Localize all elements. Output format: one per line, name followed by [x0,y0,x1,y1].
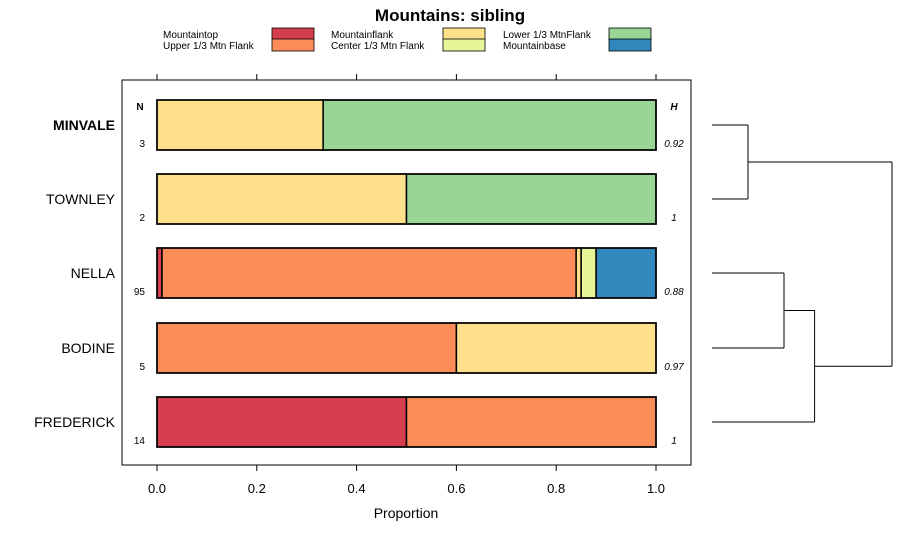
legend-swatch [608,38,652,52]
x-axis-label: Proportion [374,505,439,521]
chart-title: Mountains: sibling [375,6,525,25]
bar-segment [161,247,577,299]
dendrogram [712,124,893,423]
x-axis: 0.0 0.2 0.4 0.6 0.8 1.0 [148,74,665,496]
bar-segment [156,173,408,225]
x-tick-label: 0.8 [547,481,565,496]
x-tick-label: 0.2 [248,481,266,496]
legend-label: Mountainbase [503,41,566,52]
n-value: 3 [139,139,145,150]
x-tick-label: 0.4 [348,481,366,496]
bar-segment [595,247,657,299]
bar-segment [405,173,657,225]
legend-swatch [608,27,652,41]
h-value: 0.88 [664,287,684,298]
bar-segment [455,322,657,374]
h-value: 1 [671,213,677,224]
bar-segment [156,322,458,374]
bar-segment [156,99,324,151]
h-value: 0.92 [664,139,684,150]
n-value: 14 [134,436,146,447]
plot-frame [121,79,692,466]
legend-swatch [442,38,486,52]
legend-swatch [271,27,315,41]
legend-swatch [271,38,315,52]
bars [156,99,657,448]
n-value: 2 [139,213,145,224]
row-label: TOWNLEY [46,191,116,207]
x-tick-label: 0.6 [447,481,465,496]
n-header: N [136,102,143,113]
legend-swatch [442,27,486,41]
legend-label: Upper 1/3 Mtn Flank [163,41,255,52]
row-labels: MINVALE 3 0.92 TOWNLEY 2 1 NELLA 95 0.88 BODINE 5 0… [34,117,684,447]
row-label: MINVALE [53,117,115,133]
bar-outline [156,99,657,151]
legend-label: Mountaintop [163,30,218,41]
legend-label: Lower 1/3 MtnFlank [503,30,592,41]
bar-segment [322,99,657,151]
bar-segment [405,396,657,448]
legend-label: Center 1/3 Mtn Flank [331,41,425,52]
row-label: NELLA [71,265,116,281]
x-tick-label: 1.0 [647,481,665,496]
bar-outline [156,396,657,448]
bar-outline [156,173,657,225]
h-value: 1 [671,436,677,447]
row-label: FREDERICK [34,414,116,430]
bar-outline [156,322,657,374]
n-value: 95 [134,287,146,298]
legend-label: Mountainflank [331,30,394,41]
n-value: 5 [139,362,145,373]
bar-outline [156,247,657,299]
bar-segment [580,247,597,299]
bar-segment [156,396,408,448]
h-value: 0.97 [664,362,684,373]
x-tick-label: 0.0 [148,481,166,496]
row-label: BODINE [61,340,115,356]
h-header: H [670,102,678,113]
